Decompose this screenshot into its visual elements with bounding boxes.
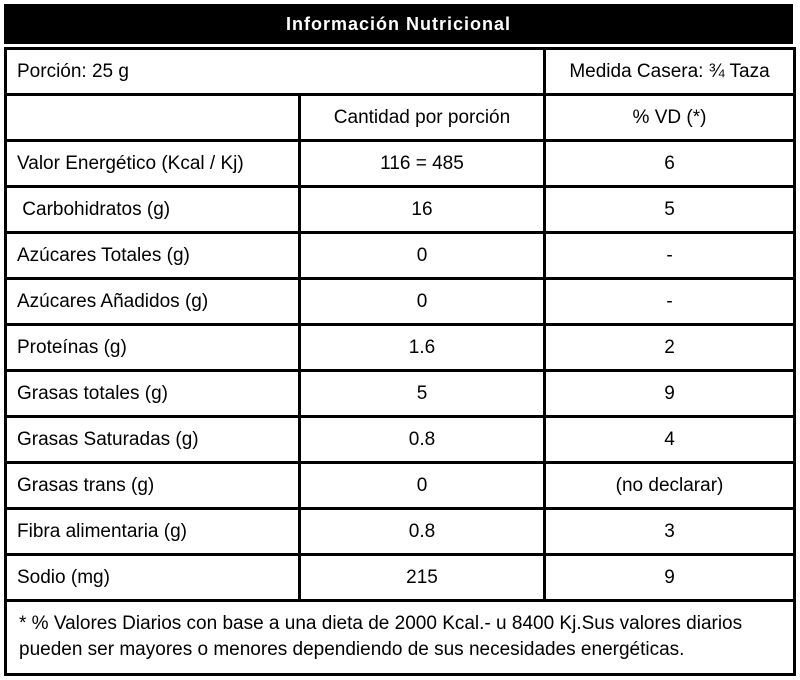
table-row-trans-fat: Grasas trans (g) 0 (no declarar) bbox=[4, 461, 796, 510]
portion-size: Porción: 25 g bbox=[4, 47, 546, 96]
nutrient-name: Grasas trans (g) bbox=[4, 461, 301, 510]
nutrient-amount: 116 = 485 bbox=[298, 139, 546, 188]
table-row-carbohydrates: Carbohidratos (g) 16 5 bbox=[4, 185, 796, 234]
nutrient-name: Azúcares Añadidos (g) bbox=[4, 277, 301, 326]
nutrient-name: Azúcares Totales (g) bbox=[4, 231, 301, 280]
nutrient-name: Proteínas (g) bbox=[4, 323, 301, 372]
serving-row: Porción: 25 g Medida Casera: ¾ Taza bbox=[4, 47, 796, 96]
footnote-line-2: pueden ser mayores o menores dependiendo… bbox=[19, 638, 685, 660]
table-row-sodium: Sodio (mg) 215 9 bbox=[4, 553, 796, 602]
nutrition-title-bar: Información Nutricional bbox=[4, 4, 793, 44]
nutrient-dv: - bbox=[543, 231, 796, 280]
footnote-row: * % Valores Diarios con base a una dieta… bbox=[4, 598, 796, 677]
nutrient-dv: - bbox=[543, 277, 796, 326]
nutrient-dv: 6 bbox=[543, 139, 796, 188]
nutrient-amount: 1.6 bbox=[298, 323, 546, 372]
nutrient-amount: 0 bbox=[298, 461, 546, 510]
nutrient-name: Fibra alimentaria (g) bbox=[4, 507, 301, 556]
table-row-total-fat: Grasas totales (g) 5 9 bbox=[4, 369, 796, 418]
table-row-dietary-fiber: Fibra alimentaria (g) 0.8 3 bbox=[4, 507, 796, 556]
table-row-added-sugars: Azúcares Añadidos (g) 0 - bbox=[4, 277, 796, 326]
column-header-row: Cantidad por porción % VD (*) bbox=[4, 93, 796, 142]
nutrient-name: Sodio (mg) bbox=[4, 553, 301, 602]
nutrient-amount: 0.8 bbox=[298, 507, 546, 556]
nutrient-name: Carbohidratos (g) bbox=[4, 185, 301, 234]
nutrient-amount: 215 bbox=[298, 553, 546, 602]
nutrient-name: Grasas totales (g) bbox=[4, 369, 301, 418]
table-row-protein: Proteínas (g) 1.6 2 bbox=[4, 323, 796, 372]
nutrient-dv: 3 bbox=[543, 507, 796, 556]
nutrient-dv: 2 bbox=[543, 323, 796, 372]
nutrient-amount: 5 bbox=[298, 369, 546, 418]
nutrient-dv: 9 bbox=[543, 553, 796, 602]
table-row-energy: Valor Energético (Kcal / Kj) 116 = 485 6 bbox=[4, 139, 796, 188]
daily-values-footnote: * % Valores Diarios con base a una dieta… bbox=[4, 598, 796, 677]
nutrient-dv: 9 bbox=[543, 369, 796, 418]
nutrient-amount: 0 bbox=[298, 277, 546, 326]
nutrient-name: Grasas Saturadas (g) bbox=[4, 415, 301, 464]
table-row-total-sugars: Azúcares Totales (g) 0 - bbox=[4, 231, 796, 280]
empty-header-cell bbox=[4, 93, 301, 142]
nutrient-dv: (no declarar) bbox=[543, 461, 796, 510]
daily-value-column-header: % VD (*) bbox=[543, 93, 796, 142]
household-measure: Medida Casera: ¾ Taza bbox=[543, 47, 796, 96]
nutrient-dv: 4 bbox=[543, 415, 796, 464]
nutrient-name: Valor Energético (Kcal / Kj) bbox=[4, 139, 301, 188]
table-row-saturated-fat: Grasas Saturadas (g) 0.8 4 bbox=[4, 415, 796, 464]
nutrition-table: Porción: 25 g Medida Casera: ¾ Taza Cant… bbox=[4, 47, 796, 677]
nutrient-dv: 5 bbox=[543, 185, 796, 234]
nutrient-amount: 0.8 bbox=[298, 415, 546, 464]
nutrition-label: Información Nutricional Porción: 25 g Me… bbox=[4, 4, 796, 677]
amount-column-header: Cantidad por porción bbox=[298, 93, 546, 142]
nutrition-title: Información Nutricional bbox=[285, 13, 512, 34]
nutrient-amount: 0 bbox=[298, 231, 546, 280]
nutrient-amount: 16 bbox=[298, 185, 546, 234]
footnote-line-1: * % Valores Diarios con base a una dieta… bbox=[19, 613, 743, 634]
